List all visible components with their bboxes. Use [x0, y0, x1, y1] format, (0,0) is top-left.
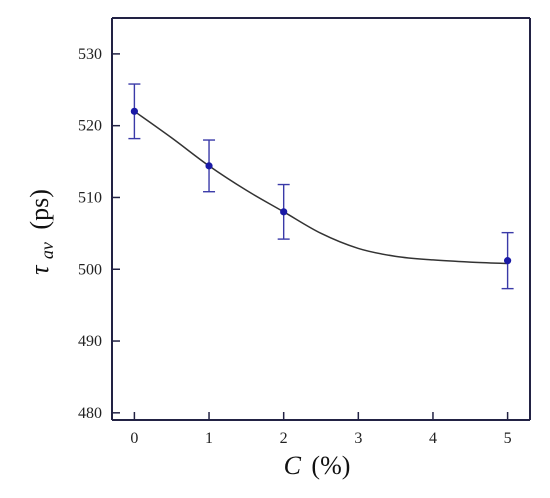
- y-axis-ticks: 480 490 500 510 520 530: [78, 46, 120, 422]
- fit-curve: [133, 110, 508, 265]
- y-tick-label: 480: [78, 405, 102, 422]
- x-tick-label: 3: [354, 430, 362, 447]
- y-tick-label: 520: [78, 118, 102, 135]
- x-axis-ticks: 0 1 2 3 4 5: [130, 412, 512, 447]
- point-marker: [130, 107, 138, 115]
- y-tick-label: 490: [78, 333, 102, 350]
- x-tick-label: 4: [429, 430, 437, 447]
- x-tick-label: 2: [280, 430, 288, 447]
- x-axis-label-symbol: C: [284, 451, 302, 480]
- x-axis-label-unit: (%): [311, 451, 350, 480]
- data-point: [203, 139, 216, 193]
- data-points: [128, 83, 514, 290]
- x-tick-label: 0: [130, 430, 138, 447]
- y-axis-label: τ av (ps): [25, 189, 59, 275]
- point-marker: [205, 162, 213, 170]
- point-marker: [280, 208, 288, 216]
- plot-frame: [111, 17, 531, 421]
- y-axis-label-unit: (ps): [25, 189, 54, 229]
- y-tick-label: 510: [78, 189, 102, 206]
- x-tick-label: 1: [205, 430, 213, 447]
- x-tick-label: 5: [504, 430, 512, 447]
- y-tick-label: 500: [78, 261, 102, 278]
- data-point: [501, 231, 514, 290]
- point-marker: [504, 257, 512, 265]
- y-axis-label-symbol: τ: [25, 264, 54, 275]
- y-axis-label-subscript: av: [37, 242, 57, 259]
- data-point: [128, 83, 141, 140]
- data-point: [277, 183, 290, 240]
- x-axis-label: C (%): [284, 451, 351, 480]
- y-tick-label: 530: [78, 46, 102, 63]
